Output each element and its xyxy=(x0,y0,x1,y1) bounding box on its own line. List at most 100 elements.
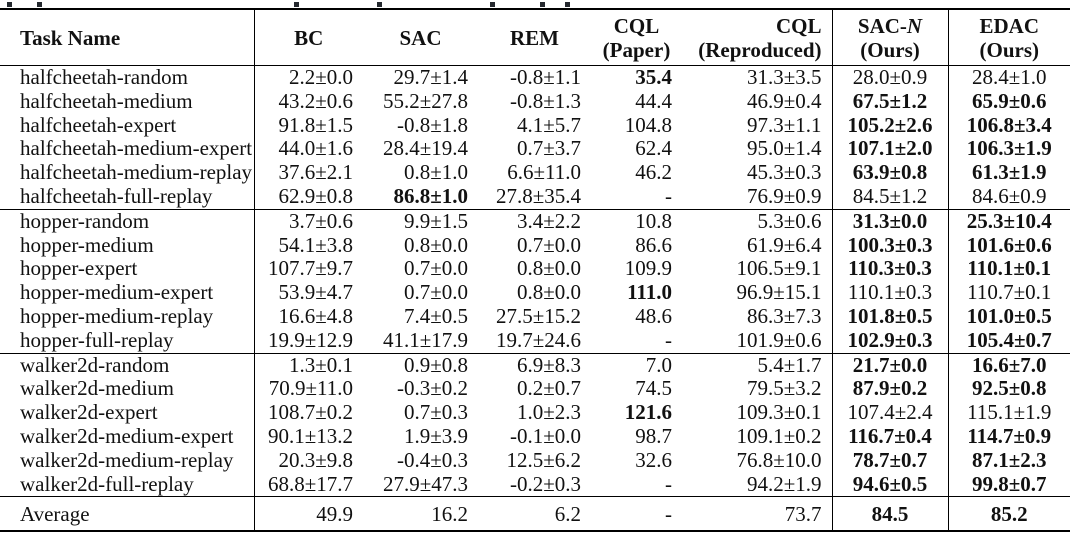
value-cell-cql_paper: 98.7 xyxy=(635,423,672,448)
table-row: halfcheetah-medium-replay 37.6±2.1 0.8±1.0… xyxy=(0,160,1070,185)
value-cell-edac: 115.1±1.9 xyxy=(967,400,1052,425)
value-cell-bc: 62.9±0.8 xyxy=(278,183,353,208)
value-cell-rem: 6.9±8.3 xyxy=(516,352,581,377)
value-cell-edac: 92.5±0.8 xyxy=(971,376,1047,401)
value-cell-cql_reproduced: 73.7 xyxy=(682,496,833,532)
average-row-group: Average 49.9 16.2 6.2 -73.7 84.5 85.2 xyxy=(0,496,1070,532)
value-cell-sac_n: 84.5 xyxy=(832,496,949,532)
value-cell-cql_reproduced: 61.9±6.4 xyxy=(682,233,833,258)
value-cell-sac: 0.7±0.0 xyxy=(403,280,468,305)
value-cell-edac: 65.9±0.6 xyxy=(971,88,1047,113)
value-cell-edac: 85.2 xyxy=(990,501,1028,526)
results-table: Task Name BC SAC REM CQL (Paper) CQL (Repr… xyxy=(0,8,1070,533)
value-cell-sac_n: 116.7±0.4 xyxy=(832,424,949,449)
value-cell-cql_reproduced: 97.3±1.1 xyxy=(682,113,833,138)
value-cell-cql_reproduced: 96.9±15.1 xyxy=(682,280,833,305)
task-name-cell: walker2d-full-replay xyxy=(0,472,255,497)
value-cell-rem: 27.8±35.4 xyxy=(495,183,581,208)
value-cell-cql_reproduced: 95.0±1.4 xyxy=(682,137,833,162)
value-cell-rem: -0.8±1.1 xyxy=(509,65,581,89)
task-name-cell: walker2d-random xyxy=(0,353,255,378)
value-cell-sac: 86.8±1.0 xyxy=(393,183,468,208)
value-cell-sac: 28.4±19.4 xyxy=(382,136,468,161)
value-cell-edac: 106.8±3.4 xyxy=(966,112,1052,137)
value-cell-cql_reproduced: 76.8±10.0 xyxy=(682,448,833,473)
header-row: Task Name BC SAC REM CQL (Paper) CQL (Repr… xyxy=(0,9,1070,66)
value-cell-cql_reproduced: 79.5±3.2 xyxy=(682,377,833,402)
table-row: halfcheetah-random 2.2±0.0 29.7±1.4 -0.8±1.… xyxy=(0,65,1070,90)
value-cell-rem: 0.7±0.0 xyxy=(516,232,581,257)
value-cell-cql_paper: 35.4 xyxy=(635,65,672,89)
table-row: hopper-expert 107.7±9.7 0.7±0.0 0.8±0.0 109.… xyxy=(0,256,1070,282)
value-cell-sac_n: 94.6±0.5 xyxy=(832,472,949,497)
value-cell-edac: 110.1±0.1 xyxy=(967,256,1052,281)
value-cell-rem: 3.4±2.2 xyxy=(516,208,581,233)
value-cell-cql_reproduced: 109.1±0.2 xyxy=(682,424,833,449)
task-name-cell: halfcheetah-medium-replay xyxy=(0,160,255,185)
value-cell-rem: 6.2 xyxy=(554,501,581,526)
header-line: CQL xyxy=(775,13,822,38)
value-cell-sac_n: 84.5±1.2 xyxy=(832,184,949,210)
task-name-cell: walker2d-expert xyxy=(0,400,255,425)
column-header-task-name: Task Name xyxy=(0,9,255,66)
value-cell-cql_reproduced: 94.2±1.9 xyxy=(682,472,833,497)
value-cell-bc: 107.7±9.7 xyxy=(267,256,353,281)
value-cell-bc: 19.9±12.9 xyxy=(267,327,353,352)
value-cell-cql_reproduced: 31.3±3.5 xyxy=(682,65,833,90)
table-row: Average 49.9 16.2 6.2 -73.7 84.5 85.2 xyxy=(0,496,1070,532)
value-cell-edac: 106.3±1.9 xyxy=(966,136,1052,161)
table-row: walker2d-random 1.3±0.1 0.9±0.8 6.9±8.3 7.0 5… xyxy=(0,352,1070,378)
task-name-cell: halfcheetah-expert xyxy=(0,113,255,138)
value-cell-sac_n: 101.8±0.5 xyxy=(832,304,949,329)
value-cell-sac_n: 87.9±0.2 xyxy=(832,377,949,402)
value-cell-rem: -0.8±1.3 xyxy=(509,88,581,113)
value-cell-sac: 16.2 xyxy=(431,501,468,526)
value-cell-rem: 6.6±11.0 xyxy=(507,160,581,185)
value-cell-cql_paper: 46.2 xyxy=(635,160,672,185)
value-cell-cql_reproduced: 109.3±0.1 xyxy=(682,400,833,425)
table-row: hopper-medium-replay 16.6±4.8 7.4±0.5 27.5±… xyxy=(0,303,1070,329)
value-cell-sac: 29.7±1.4 xyxy=(393,65,468,89)
task-name-cell: walker2d-medium-replay xyxy=(0,448,255,473)
value-cell-sac: 55.2±27.8 xyxy=(382,88,468,113)
table-row: hopper-medium-expert 53.9±4.7 0.7±0.0 0.8±0… xyxy=(0,280,1070,305)
value-cell-rem: 1.0±2.3 xyxy=(516,400,581,425)
value-cell-edac: 16.6±7.0 xyxy=(971,352,1047,377)
clipped-caption-fragment xyxy=(540,2,545,7)
value-cell-edac: 25.3±10.4 xyxy=(966,208,1052,233)
value-cell-sac_n: 107.4±2.4 xyxy=(832,400,949,425)
column-header-cql-reproduced: CQL (Reproduced) xyxy=(682,9,833,66)
table-row: walker2d-medium 70.9±11.0 -0.3±0.2 0.2±0.7 7… xyxy=(0,376,1070,402)
value-cell-sac: 0.7±0.3 xyxy=(403,400,468,425)
table-row: halfcheetah-medium-expert 44.0±1.6 28.4±19… xyxy=(0,136,1070,162)
header-line: (Reproduced) xyxy=(698,37,822,62)
value-cell-sac_n: 63.9±0.8 xyxy=(832,160,949,185)
clipped-caption-fragment xyxy=(294,2,299,7)
value-cell-edac: 105.4±0.7 xyxy=(966,327,1052,352)
table-row: walker2d-medium-replay 20.3±9.8 -0.4±0.3 12… xyxy=(0,447,1070,473)
task-name-cell: walker2d-medium xyxy=(0,377,255,402)
value-cell-bc: 54.1±3.8 xyxy=(278,232,353,257)
task-group-hopper: hopper-random 3.7±0.6 9.9±1.5 3.4±2.2 10.8 5.… xyxy=(0,208,1070,354)
value-cell-cql_paper: 32.6 xyxy=(635,447,672,472)
column-header-edac: EDAC (Ours) xyxy=(948,9,1070,66)
value-cell-bc: 20.3±9.8 xyxy=(278,447,353,472)
task-group-walker2d: walker2d-random 1.3±0.1 0.9±0.8 6.9±8.3 7.0 5… xyxy=(0,353,1070,497)
value-cell-cql_reproduced: 45.3±0.3 xyxy=(682,160,833,185)
value-cell-cql_paper: 74.5 xyxy=(635,376,672,401)
value-cell-sac_n: 28.0±0.9 xyxy=(832,65,949,90)
value-cell-edac: 101.0±0.5 xyxy=(966,303,1052,328)
task-name-cell: halfcheetah-medium xyxy=(0,89,255,114)
column-header-sac-n: SAC-N (Ours) xyxy=(832,9,949,66)
value-cell-sac: 0.8±0.0 xyxy=(403,232,468,257)
task-name-cell: halfcheetah-full-replay xyxy=(0,184,255,210)
task-name-cell: halfcheetah-medium-expert xyxy=(0,137,255,162)
table-row: walker2d-full-replay 68.8±17.7 27.9±47.3 -0… xyxy=(0,472,1070,497)
task-name-cell: hopper-full-replay xyxy=(0,328,255,354)
clipped-caption-fragment xyxy=(490,2,495,7)
value-cell-sac_n: 102.9±0.3 xyxy=(832,328,949,354)
value-cell-bc: 37.6±2.1 xyxy=(278,160,353,185)
value-cell-bc: 108.7±0.2 xyxy=(267,400,353,425)
value-cell-cql_paper: 10.8 xyxy=(635,208,672,233)
value-cell-sac: 9.9±1.5 xyxy=(403,208,468,233)
